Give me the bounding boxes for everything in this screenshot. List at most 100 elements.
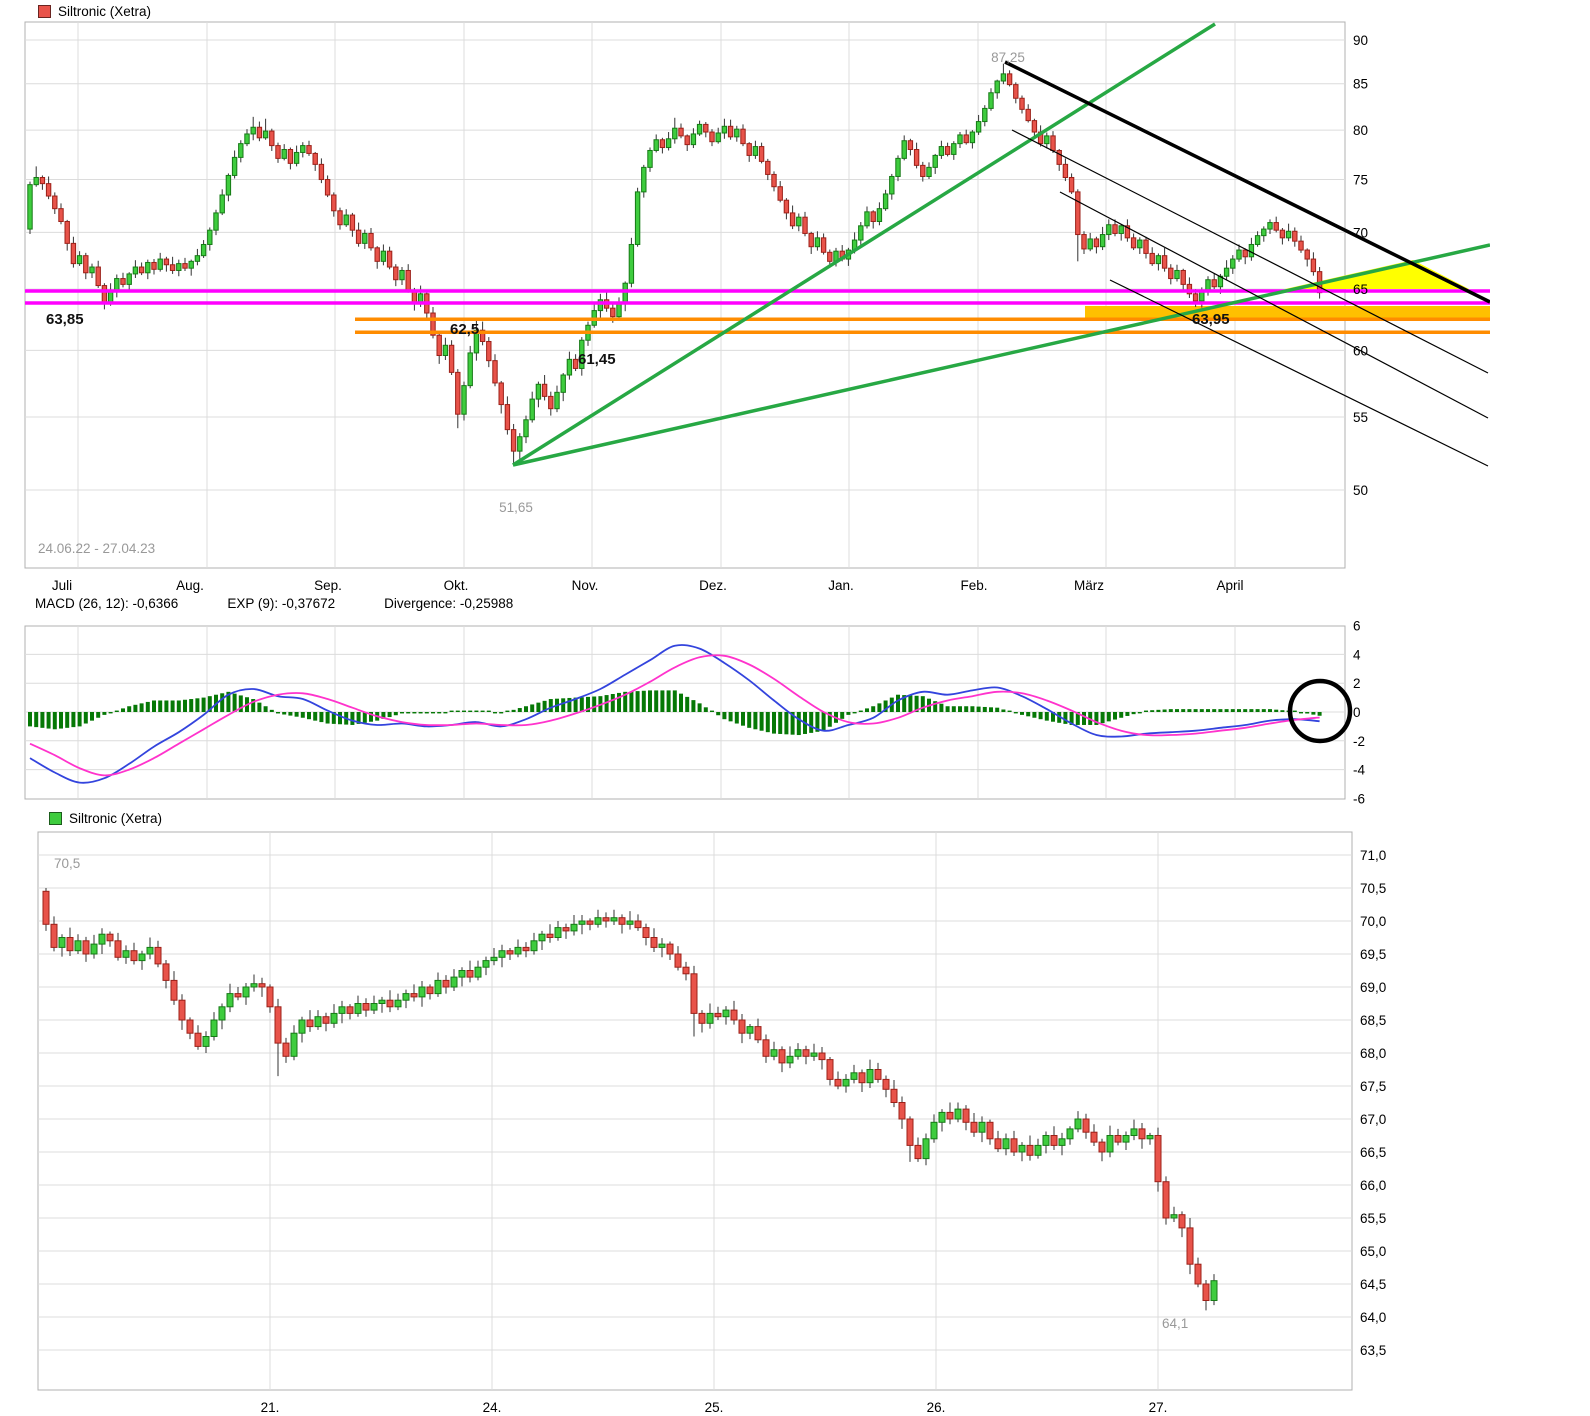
divergence-bar [486,710,491,712]
candle-up [597,299,604,312]
divergence-bar [1137,712,1142,714]
annotation-date-range: 24.06.22 - 27.04.23 [38,541,155,556]
candle-down [642,927,650,938]
divergence-bar [964,706,969,712]
candle-down [274,1006,282,1044]
candle-up [262,130,269,139]
candle-down [318,163,325,181]
candle-down [963,134,969,144]
candle-up [530,940,538,952]
candle-down [405,269,411,291]
candle-up [1000,73,1007,82]
divergence-bar [1212,709,1217,712]
divergence-bar [127,706,132,712]
candle-down [682,966,690,975]
divergence-bar [734,712,739,724]
divergence-bar [908,695,913,712]
candle-up [250,983,258,988]
candle-down [674,953,682,968]
candle-down [1180,269,1186,285]
macd-tick-label: 0 [1353,705,1361,720]
candle-down [1304,249,1310,260]
candle-down [455,371,461,415]
candle-down [634,920,642,929]
candle-down [698,1012,706,1024]
macd-legend-item-exp: EXP (9): -0,37672 [220,596,335,611]
candle-down [1090,1131,1098,1143]
day-tick-label: 21. [261,1400,280,1415]
candle-down [541,383,548,397]
divergence-bar [858,710,863,712]
divergence-bar [462,710,466,712]
divergence-bar [145,701,150,712]
divergence-bar [1224,709,1229,712]
candle-down [275,145,281,159]
annotation-support-61-45: 61,45 [578,351,616,368]
divergence-bar [1181,709,1186,712]
candle-down [994,1138,1002,1150]
divergence-bar [896,694,900,712]
uptrend-shallow [512,243,1490,467]
intraday-candles [42,888,1218,1311]
price-tick-label: 85 [1353,77,1368,92]
candle-up [850,1072,858,1080]
divergence-bar [102,712,107,715]
divergence-bar [852,712,857,714]
candle-down [430,312,436,336]
daily-axes: 90 85 80 75 70 65 60 55 50 Juli Aug. Sep. Okt. Nov. De… [52,33,1368,593]
intraday-chart-panel: 70,5 64,1 71,0 70,5 70,0 69,5 69,0 68,5 68,0 67,5… [37,831,1387,1415]
price-tick-label: 90 [1353,33,1368,48]
candle-down [920,164,926,177]
candle-down [1130,237,1137,249]
price-tick-label: 70,5 [1360,881,1386,896]
candle-down [898,1102,906,1120]
intraday-axes: 71,0 70,5 70,0 69,5 69,0 68,5 68,0 67,5 67,0 66,5… [261,848,1387,1415]
candle-up [1044,135,1050,145]
divergence-bar [437,712,442,714]
candle-up [672,127,678,140]
divergence-bar [362,712,367,723]
month-tick-label: Sep. [314,578,342,593]
divergence-bar [1150,710,1155,712]
candle-up [225,174,232,196]
candle-up [1074,1118,1082,1130]
candle-down [368,232,374,249]
candle-up [922,1138,930,1160]
divergence-bar [1261,709,1266,712]
divergence-bar [493,712,497,714]
candle-down [151,261,157,270]
candle-up [523,419,529,438]
divergence-bar [176,700,181,712]
candle-down [170,979,178,1001]
candle-down [448,344,455,373]
candle-up [298,1019,306,1034]
daily-chart-grid [25,22,1345,568]
divergence-bar [1230,709,1235,712]
divergence-bar [1131,712,1136,715]
divergence-bar [1007,710,1012,712]
divergence-bar [276,712,280,714]
divergence-bar [970,706,975,712]
candle-down [1138,1128,1146,1140]
candle-up [554,927,562,938]
candle-up [1122,1135,1130,1143]
candle-down [1013,84,1019,99]
candle-up [988,92,994,109]
divergence-bar [586,696,590,712]
candle-up [529,398,535,421]
candle-up [242,986,250,998]
bottom-chart-legend-label: Siltronic (Xetra) [69,811,163,826]
candle-up [74,940,82,952]
candle-down [783,199,790,214]
candle-down [312,152,318,165]
candle-up [690,133,697,146]
candle-up [721,125,728,134]
candle-up [399,269,405,281]
candle-down [114,940,122,958]
candle-up [157,258,163,270]
divergence-bar [207,696,212,712]
candle-down [306,145,312,154]
divergence-bar [251,699,256,712]
